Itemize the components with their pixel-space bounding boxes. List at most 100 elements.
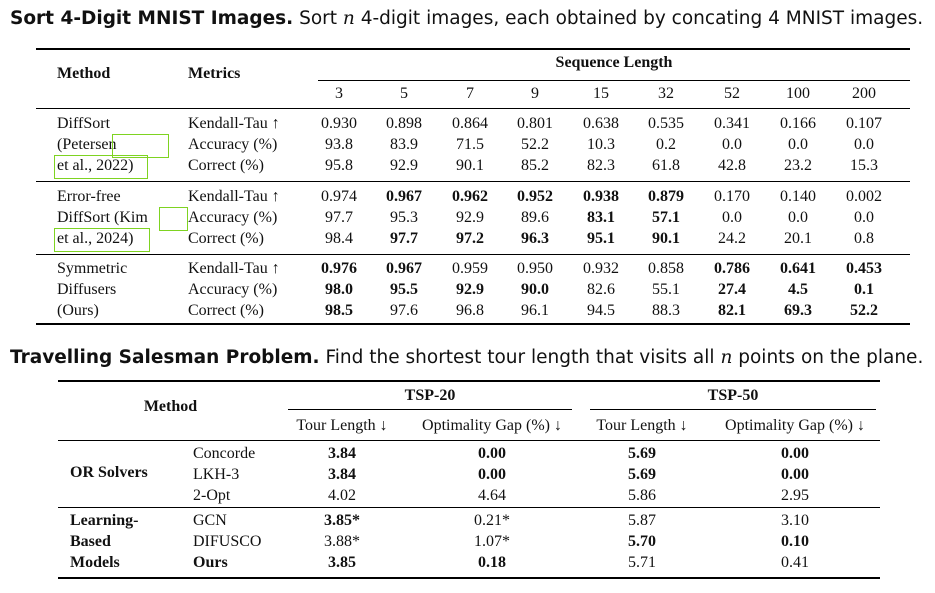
metric-value: 96.8	[456, 302, 484, 319]
solver-name: Concorde	[193, 445, 256, 462]
metric-value: 82.1	[718, 302, 746, 319]
solver-name: DIFUSCO	[193, 533, 262, 550]
method-name-line: et al., 2022)	[57, 157, 134, 174]
group-separator	[36, 181, 910, 182]
metric-value: 55.1	[652, 281, 680, 298]
header-rule	[58, 440, 880, 441]
method-name-line: (Ours)	[57, 302, 99, 319]
length-header: 15	[593, 85, 609, 102]
metric-value: 97.2	[456, 230, 484, 247]
metric-value: 0.864	[452, 115, 488, 132]
metric-value: 0.341	[714, 115, 750, 132]
metric-label: Accuracy (%)	[188, 136, 278, 153]
method-header: Method	[57, 65, 111, 82]
metric-value: 89.6	[521, 209, 549, 226]
tsp-value: 0.41	[781, 554, 809, 571]
metric-value: 0.967	[386, 188, 422, 205]
metric-value: 95.1	[587, 230, 615, 247]
tsp-value: 0.10	[781, 533, 809, 550]
sequence-length-header: Sequence Length	[555, 54, 673, 71]
method-name-line: Symmetric	[57, 260, 128, 277]
metric-value: 98.4	[325, 230, 353, 247]
section-separator	[58, 507, 880, 508]
tsp-value: 3.85	[328, 554, 356, 571]
metric-value: 96.3	[521, 230, 549, 247]
metric-value: 0.002	[846, 188, 882, 205]
metric-value: 97.6	[390, 302, 418, 319]
metric-value: 57.1	[652, 209, 680, 226]
metric-value: 0.0	[722, 136, 742, 153]
metric-value: 0.786	[714, 260, 750, 277]
metric-value: 95.5	[390, 281, 418, 298]
metric-value: 0.140	[780, 188, 816, 205]
method-name-line: (Petersen	[57, 136, 117, 153]
metric-value: 90.0	[521, 281, 549, 298]
metric-value: 95.3	[390, 209, 418, 226]
tsp-value: 5.70	[628, 533, 656, 550]
metric-value: 20.1	[784, 230, 812, 247]
tsp-value: 1.07*	[474, 533, 510, 550]
tsp-value: 4.02	[328, 487, 356, 504]
metric-value: 0.166	[780, 115, 816, 132]
metric-value: 0.898	[386, 115, 422, 132]
method-name-line: DiffSort (Kim	[57, 209, 148, 226]
tsp-heading-var: n	[720, 347, 733, 368]
section-label: Based	[70, 533, 111, 550]
metric-value: 0.1	[854, 281, 874, 298]
metric-value: 0.170	[714, 188, 750, 205]
column-subheader: Optimality Gap (%) ↓	[725, 417, 865, 434]
metric-label: Correct (%)	[188, 302, 264, 319]
metric-value: 0.930	[321, 115, 357, 132]
column-subheader: Optimality Gap (%) ↓	[422, 417, 562, 434]
metric-value: 69.3	[784, 302, 812, 319]
metric-value: 10.3	[587, 136, 615, 153]
tsp20-header: TSP-20	[404, 387, 456, 404]
sort-heading-bold: Sort 4-Digit MNIST Images.	[10, 8, 294, 29]
length-header: 3	[335, 85, 343, 102]
method-name-line: et al., 2024)	[57, 230, 134, 247]
tsp-value: 5.87	[628, 512, 656, 529]
metric-value: 42.8	[718, 157, 746, 174]
metric-value: 0.950	[517, 260, 553, 277]
metric-value: 52.2	[521, 136, 549, 153]
tsp-value: 5.69	[628, 445, 656, 462]
metric-label: Accuracy (%)	[188, 281, 278, 298]
tsp-value: 3.84	[328, 466, 356, 483]
tsp-heading-bold: Travelling Salesman Problem.	[10, 347, 320, 368]
section-label: Learning-	[70, 512, 139, 529]
solver-name: LKH-3	[193, 466, 240, 483]
metric-value: 85.2	[521, 157, 549, 174]
metric-value: 0.107	[846, 115, 882, 132]
sort-heading-post: 4-digit images, each obtained by concati…	[360, 8, 924, 29]
metric-value: 0.453	[846, 260, 882, 277]
metric-value: 0.0	[854, 209, 874, 226]
metric-value: 0.858	[648, 260, 684, 277]
metric-label: Correct (%)	[188, 230, 264, 247]
metric-value: 0.962	[452, 188, 488, 205]
metric-value: 0.0	[854, 136, 874, 153]
metric-value: 0.952	[517, 188, 553, 205]
metric-value: 93.8	[325, 136, 353, 153]
length-header: 7	[466, 85, 474, 102]
tsp-value: 5.71	[628, 554, 656, 571]
metric-label: Kendall-Tau ↑	[188, 115, 280, 132]
metric-value: 27.4	[718, 281, 746, 298]
tsp-value: 0.00	[478, 466, 506, 483]
method-header: Method	[143, 398, 198, 415]
metric-value: 0.0	[722, 209, 742, 226]
tsp-value: 5.86	[628, 487, 656, 504]
method-name-line: Diffusers	[57, 281, 117, 298]
top-rule	[36, 48, 910, 50]
metric-value: 90.1	[456, 157, 484, 174]
metric-label: Accuracy (%)	[188, 209, 278, 226]
metric-value: 15.3	[850, 157, 878, 174]
metric-value: 92.9	[456, 281, 484, 298]
tsp-value: 5.69	[628, 466, 656, 483]
metric-value: 0.801	[517, 115, 553, 132]
metric-value: 92.9	[456, 209, 484, 226]
metric-value: 0.932	[583, 260, 619, 277]
header-rule	[36, 108, 910, 109]
tsp-value: 0.00	[781, 466, 809, 483]
metric-value: 52.2	[850, 302, 878, 319]
